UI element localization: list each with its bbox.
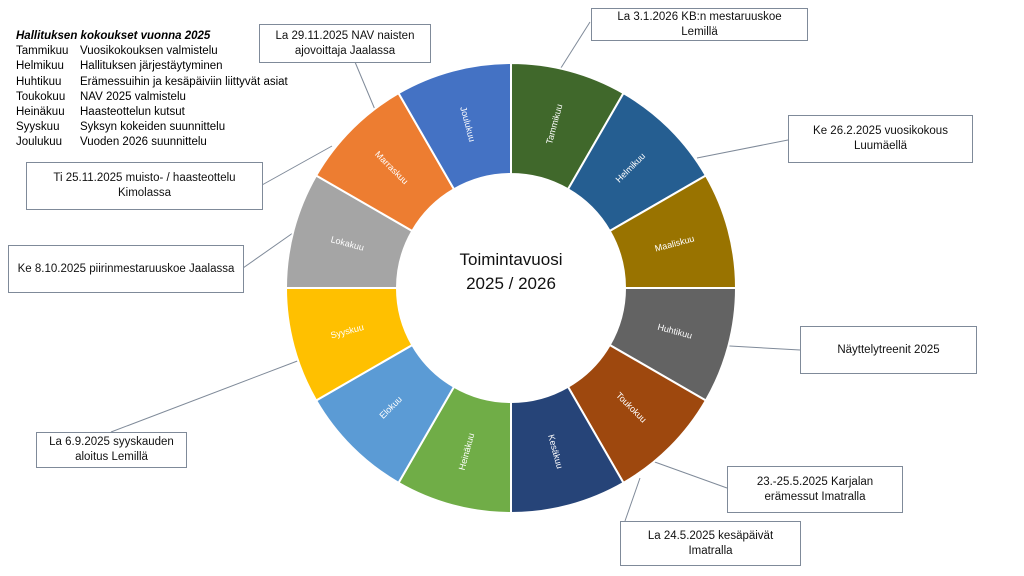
callout-line	[242, 227, 301, 269]
legend-text: NAV 2025 valmistelu	[80, 90, 186, 103]
legend-text: Vuosikokouksen valmistelu	[80, 45, 218, 58]
legend-month: Helmikuu	[16, 60, 64, 73]
callout-line	[558, 21, 591, 72]
legend-month: Toukokuu	[16, 90, 66, 103]
legend-month: Joulukuu	[16, 136, 63, 149]
callout-line	[624, 477, 641, 522]
legend-row: Syyskuu Syksyn kokeiden suunnittelu	[16, 120, 288, 135]
legend-text: Hallituksen järjestäytyminen	[80, 60, 223, 73]
callout-eramessut: 23.-25.5.2025 Karjalan erämessut Imatral…	[727, 466, 903, 513]
callout-kesapaivat: La 24.5.2025 kesäpäivät Imatralla	[620, 521, 801, 566]
callout-line	[261, 145, 333, 186]
legend-month: Heinäkuu	[16, 106, 65, 119]
legend-text: Syksyn kokeiden suunnittelu	[80, 121, 226, 134]
legend-text: Erämessuihin ja kesäpäiviin liittyvät as…	[80, 75, 288, 88]
legend-row: Heinäkuu Haasteottelun kutsut	[16, 105, 288, 120]
legend-month: Tammikuu	[16, 45, 69, 58]
center-line-1: Toimintavuosi	[459, 250, 563, 269]
legend-month: Huhtikuu	[16, 75, 62, 88]
legend-row: Tammikuu Vuosikokouksen valmistelu	[16, 44, 288, 59]
callout-line	[110, 359, 301, 433]
legend-row: Toukokuu NAV 2025 valmistelu	[16, 90, 288, 105]
legend-row: Joulukuu Vuoden 2026 suunnittelu	[16, 135, 288, 150]
legend-text: Vuoden 2026 suunnittelu	[80, 136, 207, 149]
callout-syyskausi: La 6.9.2025 syyskauden aloitus Lemillä	[36, 432, 187, 468]
segment-joulukuu	[397, 61, 512, 191]
center-title: Toimintavuosi 2025 / 2026	[411, 248, 611, 296]
center-line-2: 2025 / 2026	[466, 274, 556, 293]
legend-row: Helmikuu Hallituksen järjestäytyminen	[16, 59, 288, 74]
legend-title: Hallituksen kokoukset vuonna 2025	[16, 30, 211, 42]
callout-haasteottelu: Ti 25.11.2025 muisto- / haasteottelu Kim…	[26, 162, 263, 210]
callout-piirinmestaruuskoe: Ke 8.10.2025 piirinmestaruuskoe Jaalassa	[8, 245, 244, 293]
callout-line	[354, 61, 377, 113]
meetings-legend: Hallituksen kokoukset vuonna 2025 Tammik…	[16, 29, 288, 151]
legend-text: Haasteottelun kutsut	[80, 106, 185, 119]
callout-line	[696, 139, 789, 159]
callout-nav: La 29.11.2025 NAV naisten ajovoittaja Ja…	[259, 24, 431, 63]
legend-month: Syyskuu	[16, 121, 60, 134]
legend-row: Huhtikuu Erämessuihin ja kesäpäiviin liit…	[16, 75, 288, 90]
callout-lines	[110, 21, 801, 522]
callout-kb-mestaruuskoe: La 3.1.2026 KB:n mestaruuskoe Lemillä	[591, 8, 808, 41]
callout-nayttelytreenit: Näyttelytreenit 2025	[800, 326, 977, 374]
callout-line	[651, 460, 728, 489]
callout-vuosikokous: Ke 26.2.2025 vuosikokous Luumäellä	[788, 115, 973, 163]
